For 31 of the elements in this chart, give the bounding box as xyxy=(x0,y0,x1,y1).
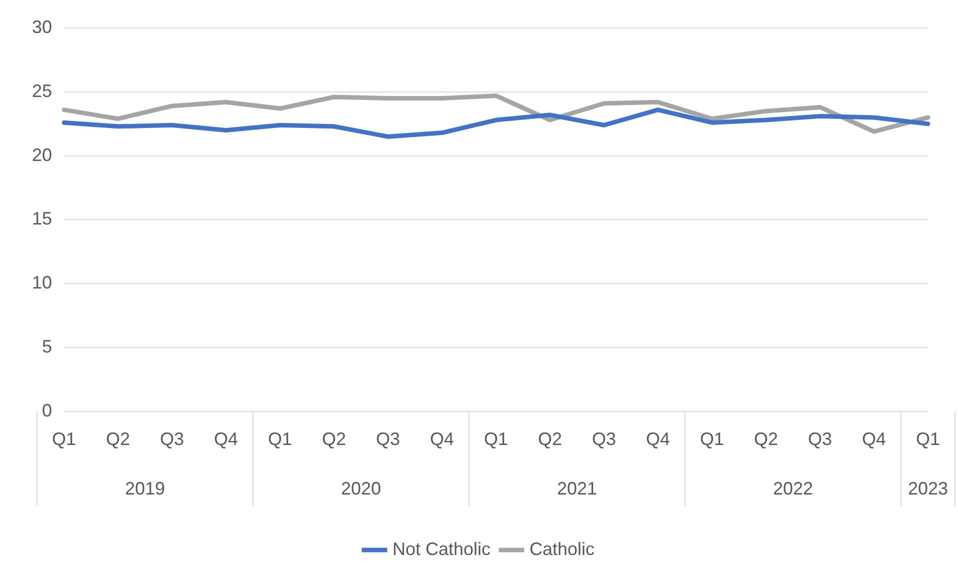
x-tick-label: Q1 xyxy=(700,429,724,450)
text: 2023 xyxy=(908,478,948,498)
x-tick-label: Q1 xyxy=(268,429,292,450)
x-tick-label: Q1 xyxy=(52,429,76,450)
x-tick-label: Q3 xyxy=(376,429,400,450)
text: 2021 xyxy=(556,478,598,498)
x-tick-label: Q4 xyxy=(214,429,238,450)
x-tick-label: Q4 xyxy=(862,429,886,450)
text: 2020 xyxy=(340,478,382,498)
y-tick-label: 5 xyxy=(42,336,52,356)
x-tick-label: Q2 xyxy=(322,429,346,450)
text: 2022 xyxy=(772,478,814,498)
x-tick-label: Q4 xyxy=(430,429,454,450)
text: 2019 xyxy=(124,478,166,498)
y-tick-label: 25 xyxy=(32,80,52,101)
y-tick-label: 10 xyxy=(32,272,52,293)
y-tick-label: 30 xyxy=(32,16,52,37)
x-tick-label: Q4 xyxy=(646,429,670,450)
x-tick-label: Q3 xyxy=(160,429,184,450)
x-tick-label: Q3 xyxy=(592,429,616,450)
y-tick-label: 0 xyxy=(42,400,52,420)
y-tick-label: 15 xyxy=(32,208,52,229)
legend-label: Catholic xyxy=(530,538,595,559)
y-tick-label: 20 xyxy=(32,144,52,165)
x-tick-label: Q3 xyxy=(808,429,832,450)
x-tick-label: Q2 xyxy=(754,429,778,450)
legend-label: Not Catholic xyxy=(392,538,491,559)
x-tick-label: Q1 xyxy=(484,429,508,450)
x-tick-label: Q2 xyxy=(106,429,130,450)
x-tick-label: Q2 xyxy=(538,429,562,450)
x-tick-label: Q1 xyxy=(916,429,940,450)
